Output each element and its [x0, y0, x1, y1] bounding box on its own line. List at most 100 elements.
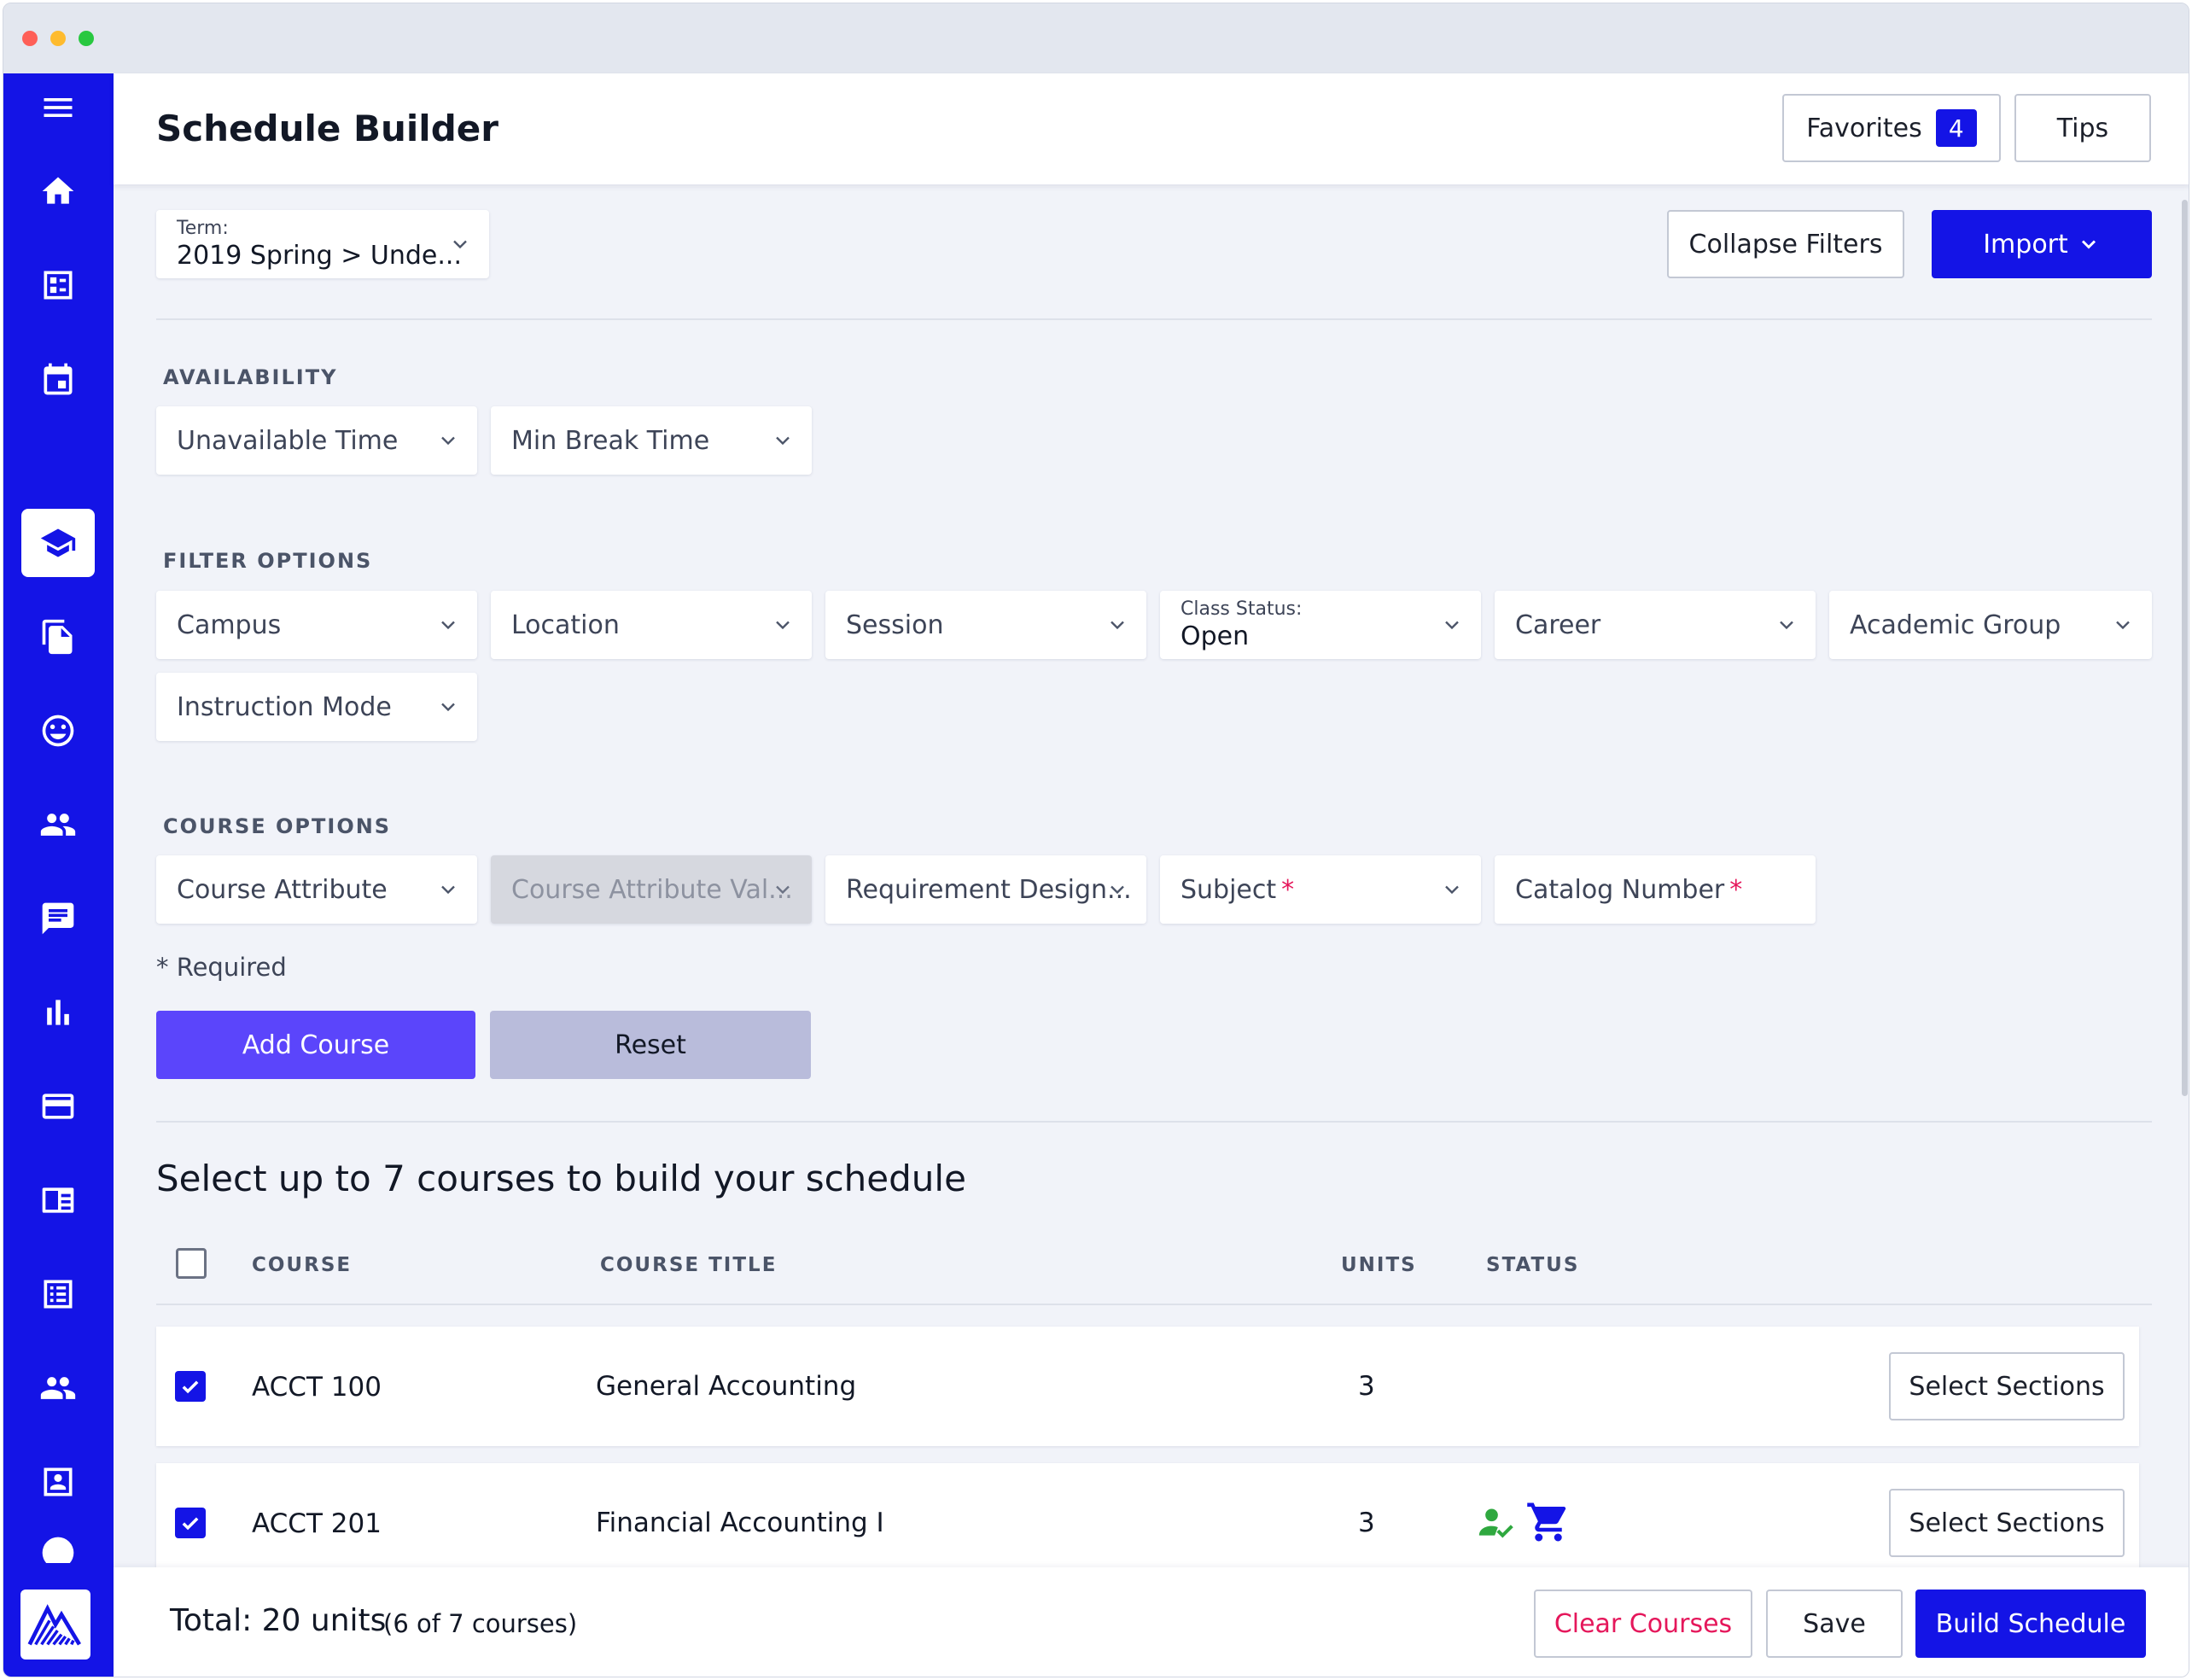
university-logo: [20, 1590, 90, 1660]
group-icon[interactable]: [21, 1354, 95, 1422]
campus-select[interactable]: Campus: [156, 591, 477, 659]
table-header-divider: [156, 1304, 2152, 1305]
credit-card-icon[interactable]: [21, 1072, 95, 1140]
chevron-down-icon: [776, 436, 790, 446]
contact-card-icon[interactable]: [21, 1448, 95, 1516]
catalog-number-input[interactable]: Catalog Number *: [1495, 855, 1816, 924]
class-status-label: Class Status:: [1181, 598, 1303, 620]
divider: [156, 318, 2152, 320]
people-icon[interactable]: [21, 790, 95, 859]
close-window-dot[interactable]: [22, 31, 38, 46]
column-header-status[interactable]: STATUS: [1486, 1254, 1580, 1276]
course-attribute-label: Course Attribute: [177, 874, 388, 905]
chevron-down-icon: [1111, 885, 1124, 895]
add-course-button[interactable]: Add Course: [156, 1011, 475, 1079]
smiley-icon[interactable]: [21, 697, 95, 765]
select-all-checkbox[interactable]: [176, 1248, 207, 1279]
course-attribute-value-select: Course Attribute Val...: [491, 855, 812, 924]
clear-courses-button[interactable]: Clear Courses: [1534, 1590, 1752, 1658]
chevron-down-icon: [2116, 621, 2130, 630]
build-schedule-button[interactable]: Build Schedule: [1915, 1590, 2146, 1658]
row-checkbox[interactable]: [175, 1508, 206, 1538]
class-status-value: Open: [1181, 621, 1250, 651]
unavailable-time-select[interactable]: Unavailable Time: [156, 406, 477, 475]
column-header-course[interactable]: COURSE: [252, 1254, 353, 1276]
table-row: ACCT 201 Financial Accounting I 3 Select…: [156, 1463, 2139, 1567]
documents-icon[interactable]: [21, 603, 95, 671]
reset-button[interactable]: Reset: [490, 1011, 811, 1079]
home-icon[interactable]: [21, 157, 95, 225]
bar-chart-icon[interactable]: [21, 978, 95, 1047]
courses-count: (6 of 7 courses): [383, 1609, 578, 1638]
chat-icon[interactable]: [21, 884, 95, 953]
location-select[interactable]: Location: [491, 591, 812, 659]
info-icon[interactable]: [21, 1529, 95, 1563]
favorites-label: Favorites: [1806, 113, 1922, 143]
career-select[interactable]: Career: [1495, 591, 1816, 659]
requirement-designation-select[interactable]: Requirement Design...: [825, 855, 1146, 924]
chevron-down-icon: [2081, 240, 2096, 249]
select-sections-button[interactable]: Select Sections: [1889, 1489, 2125, 1557]
academic-group-select[interactable]: Academic Group: [1829, 591, 2152, 659]
chevron-down-icon: [441, 621, 455, 630]
select-sections-button[interactable]: Select Sections: [1889, 1352, 2125, 1420]
term-value: 2019 Spring > Unde...: [177, 241, 462, 271]
enrolled-person-check-icon: [1478, 1508, 1513, 1538]
required-asterisk: *: [1729, 874, 1743, 905]
list-icon[interactable]: [21, 1260, 95, 1328]
term-label: Term:: [177, 218, 229, 239]
menu-icon[interactable]: [21, 73, 95, 142]
subject-label: Subject: [1181, 874, 1277, 905]
requirement-designation-label: Requirement Design...: [846, 874, 1132, 905]
graduation-cap-icon[interactable]: [21, 509, 95, 577]
chevron-down-icon: [1111, 621, 1124, 630]
course-title: Financial Accounting I: [596, 1508, 884, 1538]
browser-window: Schedule Builder Favorites 4 Tips Term: …: [3, 3, 2189, 1677]
collapse-filters-button[interactable]: Collapse Filters: [1667, 210, 1904, 278]
maximize-window-dot[interactable]: [79, 31, 94, 46]
import-button[interactable]: Import: [1932, 210, 2152, 278]
save-button[interactable]: Save: [1766, 1590, 1903, 1658]
table-row: ACCT 100 General Accounting 3 Select Sec…: [156, 1327, 2139, 1446]
filter-options-heading: FILTER OPTIONS: [163, 549, 373, 573]
vertical-scrollbar[interactable]: [2182, 200, 2188, 1096]
column-header-course-title[interactable]: COURSE TITLE: [600, 1254, 778, 1276]
row-checkbox[interactable]: [175, 1371, 206, 1402]
chevron-down-icon: [1780, 621, 1793, 630]
class-status-select[interactable]: Class Status: Open: [1160, 591, 1481, 659]
page-header: Schedule Builder Favorites 4 Tips: [114, 73, 2189, 184]
min-break-time-label: Min Break Time: [511, 425, 710, 456]
session-select[interactable]: Session: [825, 591, 1146, 659]
course-units: 3: [1358, 1371, 1375, 1402]
course-title: General Accounting: [596, 1371, 857, 1402]
career-label: Career: [1515, 610, 1601, 640]
min-break-time-select[interactable]: Min Break Time: [491, 406, 812, 475]
favorites-button[interactable]: Favorites 4: [1782, 94, 2001, 162]
title-bar: [3, 3, 2189, 73]
instruction-mode-select[interactable]: Instruction Mode: [156, 673, 477, 741]
chevron-down-icon: [441, 703, 455, 712]
campus-label: Campus: [177, 610, 282, 640]
shopping-cart-icon[interactable]: [1525, 1499, 1571, 1545]
course-attribute-select[interactable]: Course Attribute: [156, 855, 477, 924]
column-header-units[interactable]: UNITS: [1341, 1254, 1417, 1276]
tips-button[interactable]: Tips: [2014, 94, 2151, 162]
chevron-down-icon: [776, 621, 790, 630]
dashboard-icon[interactable]: [21, 251, 95, 319]
term-select[interactable]: Term: 2019 Spring > Unde...: [156, 210, 489, 278]
course-code: ACCT 100: [252, 1372, 382, 1403]
chevron-down-icon: [453, 240, 467, 249]
subject-select[interactable]: Subject *: [1160, 855, 1481, 924]
news-icon[interactable]: [21, 1166, 95, 1234]
main-content: Term: 2019 Spring > Unde... Collapse Fil…: [114, 184, 2189, 1567]
catalog-number-label: Catalog Number: [1515, 874, 1725, 905]
courses-heading: Select up to 7 courses to build your sch…: [156, 1158, 966, 1199]
divider: [156, 1121, 2152, 1123]
minimize-window-dot[interactable]: [50, 31, 66, 46]
chevron-down-icon: [441, 436, 455, 446]
course-units: 3: [1358, 1508, 1375, 1538]
required-note: * Required: [156, 953, 287, 982]
chevron-down-icon: [1445, 885, 1459, 895]
calendar-icon[interactable]: [21, 345, 95, 413]
unavailable-time-label: Unavailable Time: [177, 425, 399, 456]
